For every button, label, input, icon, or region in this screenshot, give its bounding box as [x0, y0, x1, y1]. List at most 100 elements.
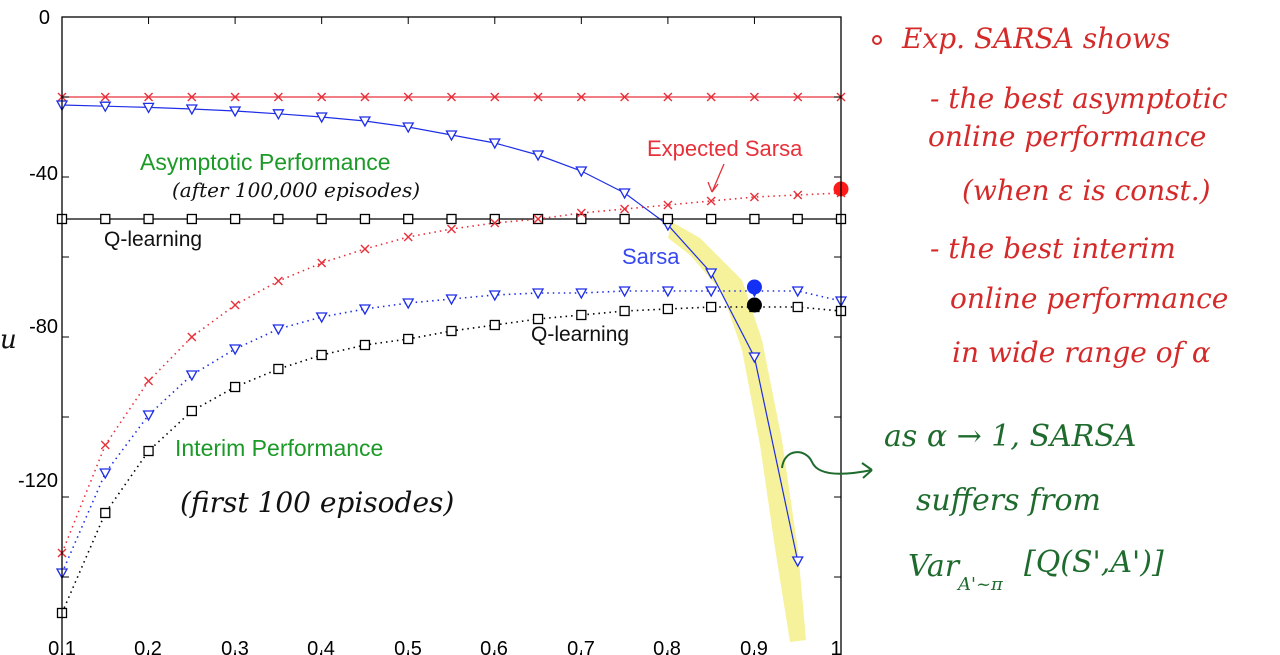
note-line: online performance — [928, 120, 1206, 153]
axis-fragment: u — [0, 325, 17, 355]
series-5-point — [273, 363, 284, 375]
x-tick-labels: 0.1 0.2 0.3 0.4 0.5 0.6 0.7 0.8 0.9 1 — [48, 638, 841, 655]
series-1-point — [315, 112, 328, 124]
asymptotic-note: (after 100,000 episodes) — [172, 178, 420, 202]
series-4-point — [185, 370, 198, 382]
x-tick-label: 0.1 — [48, 638, 76, 655]
series-4-point — [705, 286, 718, 298]
series-3-point — [620, 204, 630, 214]
x-tick-label: 0.9 — [740, 638, 768, 655]
asymptotic-performance-label: Asymptotic Performance — [140, 149, 391, 175]
series-2-point — [446, 213, 457, 225]
series-5-point — [489, 319, 500, 331]
series-5-point — [143, 445, 154, 457]
series-2-point — [403, 213, 414, 225]
x-tick-label: 0.2 — [134, 638, 162, 655]
series-4-point — [488, 290, 501, 302]
series-2-point — [706, 213, 717, 225]
x-tick-label: 0.6 — [480, 638, 508, 655]
q-learning-interim-label: Q-learning — [531, 323, 629, 346]
series-5-point — [532, 313, 544, 325]
highlight-band — [668, 222, 806, 642]
series-1-point — [791, 556, 804, 568]
series-2-point — [273, 213, 284, 225]
bullet-icon — [872, 35, 882, 45]
series-1-point — [705, 268, 718, 280]
x-tick-label: 0.8 — [653, 638, 681, 655]
series-0-point — [706, 92, 716, 102]
x-tick-label: 0.3 — [221, 638, 249, 655]
series-1-point — [358, 116, 372, 128]
green-note-line: as α → 1, SARSA — [884, 419, 1136, 454]
series-0-point — [273, 92, 283, 102]
series-1-line — [61, 104, 799, 562]
expected-sarsa-pointer-head — [707, 181, 719, 193]
series-2-point — [359, 213, 371, 225]
series-5-point — [403, 333, 414, 345]
series-1-point — [99, 101, 112, 113]
series-3-point — [749, 192, 759, 202]
series-3-point — [793, 190, 803, 200]
series-1-point — [272, 109, 285, 121]
series-0-point — [793, 92, 803, 102]
green-note-line: Var — [908, 549, 961, 584]
note-line: - the best asymptotic — [930, 82, 1228, 115]
series-2-point — [792, 213, 803, 225]
series-0-point — [620, 92, 630, 102]
series-3-point — [360, 244, 370, 254]
series-5-point — [186, 405, 197, 417]
series-3-point — [144, 376, 154, 386]
series-3-point — [317, 258, 327, 268]
series-2-point — [100, 213, 111, 225]
series-0-point — [230, 92, 240, 102]
series-2-point — [749, 213, 760, 225]
series-4-point — [445, 294, 458, 306]
series-3-point — [706, 196, 716, 206]
series-3-point — [403, 232, 413, 242]
series-1-point — [575, 166, 588, 178]
y-tick-label: -120 — [18, 470, 58, 492]
axis-ticks — [61, 16, 842, 655]
interim-performance-label: Interim Performance — [175, 435, 383, 461]
series-2-point — [143, 213, 154, 225]
series-0-point — [144, 92, 154, 102]
x-tick-label: 0.7 — [567, 638, 595, 655]
series-4-point — [531, 288, 545, 300]
series-0-point — [576, 92, 586, 102]
note-line: (when ε is const.) — [962, 174, 1211, 207]
series-4-point — [661, 286, 674, 298]
series-4-point — [791, 286, 804, 298]
series-1-point — [402, 122, 415, 134]
x-tick-label: 0.5 — [394, 638, 422, 655]
y-tick-label: -40 — [29, 163, 58, 185]
green-arrow — [781, 451, 873, 475]
series-4-point — [272, 324, 285, 336]
green-note-line: suffers from — [916, 483, 1101, 518]
note-line: online performance — [950, 282, 1228, 315]
green-arrow-head — [861, 462, 873, 479]
series-2-point — [316, 213, 327, 225]
series-5-point — [662, 303, 674, 315]
series-3-point — [100, 440, 110, 450]
y-tick-label: 0 — [39, 7, 50, 29]
series-0-point — [317, 92, 327, 102]
series-3-point — [576, 208, 586, 218]
series-3-point — [663, 200, 673, 210]
series-5-point — [316, 349, 327, 361]
q-learning-asymptotic-label: Q-learning — [104, 228, 202, 251]
series-5-point — [576, 309, 587, 321]
series-2-point — [619, 213, 630, 225]
series-1-point — [142, 102, 155, 114]
series-1-point — [445, 130, 458, 142]
series-1-point — [618, 188, 631, 200]
series-3-point — [447, 224, 456, 234]
series-4-point — [229, 344, 242, 356]
series-0-point — [533, 92, 543, 102]
series-0-point — [749, 92, 759, 102]
green-note-line: [Q(S',A')] — [1024, 545, 1164, 580]
series-2-point — [662, 213, 674, 225]
y-tick-label: -80 — [29, 316, 58, 338]
sarsa-label: Sarsa — [622, 244, 680, 269]
series-4-point — [402, 298, 415, 310]
